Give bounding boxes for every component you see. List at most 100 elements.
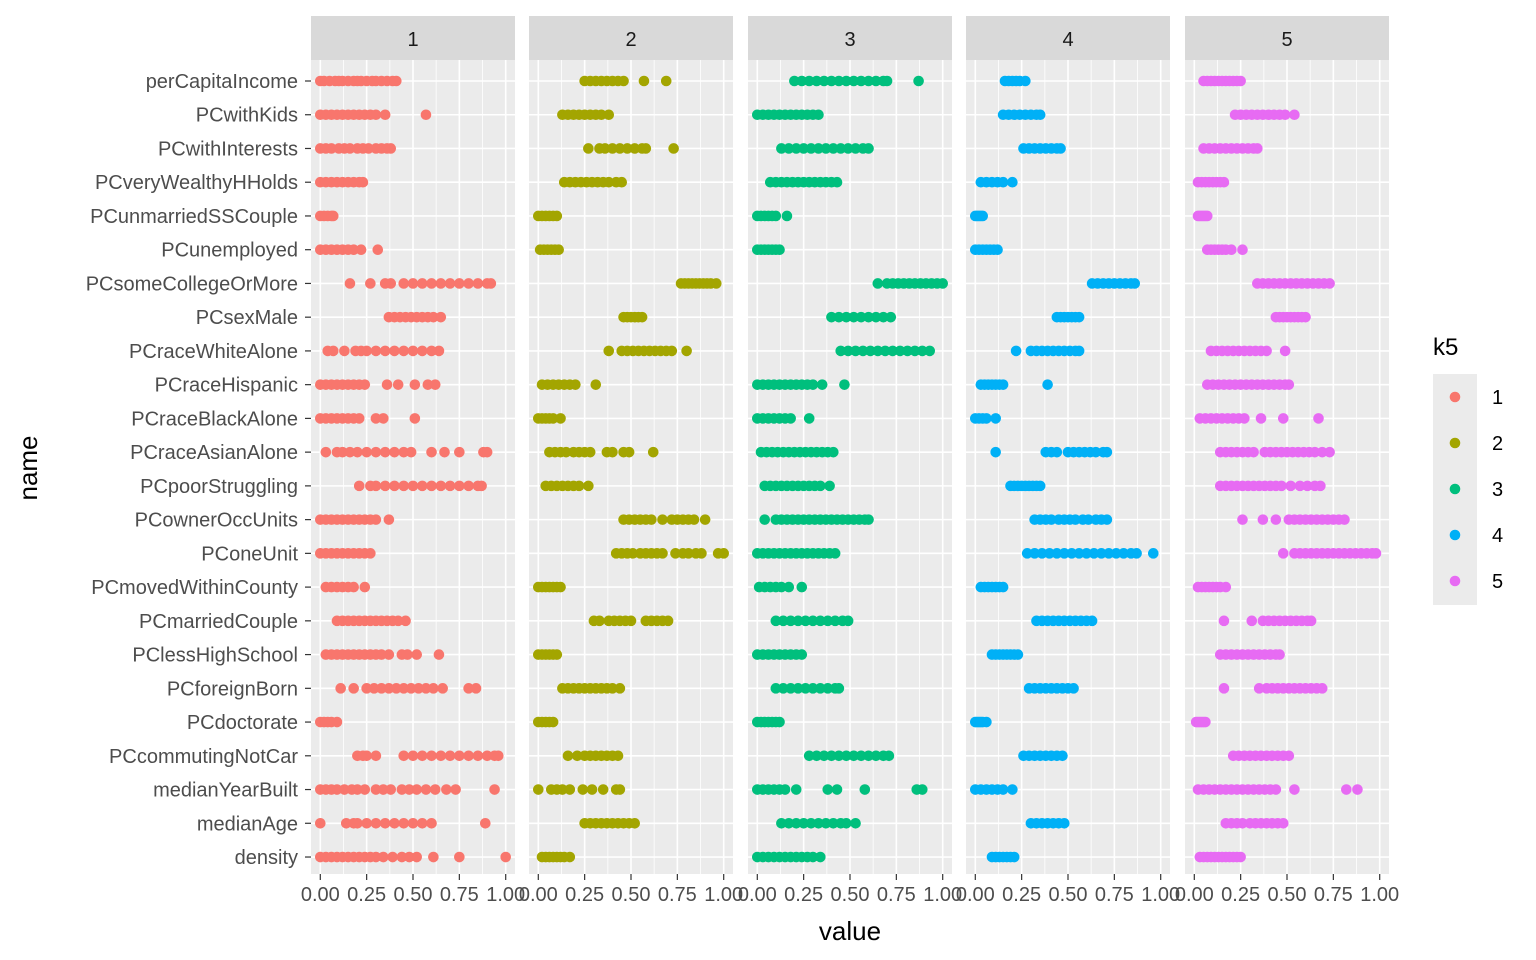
data-point bbox=[1103, 548, 1115, 559]
data-point bbox=[807, 379, 819, 390]
data-point bbox=[571, 750, 583, 762]
data-point bbox=[439, 446, 450, 458]
data-point bbox=[331, 716, 343, 728]
data-point bbox=[879, 345, 891, 357]
y-tick-label: PCraceWhiteAlone bbox=[129, 341, 298, 363]
data-point bbox=[607, 446, 618, 458]
data-point bbox=[1055, 143, 1066, 154]
data-point bbox=[398, 278, 410, 289]
data-point bbox=[463, 750, 474, 762]
data-point bbox=[481, 750, 493, 762]
data-point bbox=[872, 278, 884, 289]
facet-panel: 2 0.00 0.25 0.50 0.75 1.00 bbox=[519, 16, 743, 906]
data-point bbox=[583, 480, 594, 492]
y-tick-label: PCsomeCollegeOrMore bbox=[86, 273, 298, 295]
data-point bbox=[1309, 446, 1321, 458]
data-point bbox=[435, 750, 447, 762]
data-point bbox=[420, 784, 432, 795]
legend-title: k5 bbox=[1433, 334, 1458, 361]
data-point bbox=[1101, 446, 1113, 458]
data-point bbox=[489, 784, 500, 795]
data-point bbox=[816, 379, 828, 390]
data-point bbox=[917, 784, 928, 795]
data-point bbox=[385, 784, 397, 795]
y-tick-label: PCpoorStruggling bbox=[140, 476, 298, 498]
data-point bbox=[759, 514, 771, 525]
data-point bbox=[777, 683, 789, 694]
data-point bbox=[437, 683, 448, 694]
data-point bbox=[792, 683, 804, 694]
data-point bbox=[1083, 514, 1094, 525]
data-point bbox=[407, 480, 419, 492]
data-point bbox=[813, 817, 824, 829]
data-point bbox=[607, 143, 618, 154]
data-point bbox=[365, 278, 376, 289]
data-point bbox=[337, 446, 348, 458]
data-point bbox=[1081, 548, 1092, 559]
legend-key bbox=[1449, 529, 1461, 541]
data-point bbox=[389, 817, 400, 829]
legend-key bbox=[1449, 437, 1461, 449]
data-point bbox=[400, 615, 411, 627]
data-point bbox=[863, 75, 874, 87]
x-tick-label: 0.75 bbox=[1095, 884, 1134, 906]
data-point bbox=[779, 784, 791, 795]
data-point bbox=[348, 244, 359, 255]
facet-strip bbox=[748, 16, 952, 60]
data-point bbox=[463, 683, 474, 694]
y-tick-label: medianAge bbox=[197, 813, 298, 835]
y-tick-label: PCunemployed bbox=[161, 240, 298, 262]
data-point bbox=[603, 176, 615, 188]
data-point bbox=[1252, 143, 1263, 154]
data-point bbox=[997, 379, 1009, 390]
data-point bbox=[807, 851, 819, 863]
data-point bbox=[603, 109, 615, 121]
data-point bbox=[396, 851, 408, 863]
data-point bbox=[599, 143, 611, 154]
y-tick-label: PClessHighSchool bbox=[132, 645, 298, 667]
data-point bbox=[805, 817, 817, 829]
data-point bbox=[850, 143, 861, 154]
data-point bbox=[551, 649, 563, 660]
data-point bbox=[614, 143, 626, 154]
data-point bbox=[826, 311, 837, 323]
data-point bbox=[1068, 683, 1079, 694]
data-point bbox=[352, 446, 363, 458]
data-point bbox=[361, 817, 372, 829]
data-point bbox=[1235, 851, 1246, 863]
data-point bbox=[815, 683, 826, 694]
data-point bbox=[361, 345, 372, 357]
data-point bbox=[398, 683, 410, 694]
data-point bbox=[1051, 548, 1063, 559]
data-point bbox=[389, 480, 400, 492]
data-point bbox=[1057, 750, 1068, 762]
x-tick-label: 1.00 bbox=[486, 884, 525, 906]
x-tick-label: 0.00 bbox=[738, 884, 777, 906]
data-point bbox=[625, 615, 637, 627]
data-point bbox=[1276, 480, 1287, 492]
x-tick-label: 0.00 bbox=[519, 884, 558, 906]
data-point bbox=[1279, 109, 1291, 121]
data-point bbox=[840, 817, 852, 829]
legend-label: 2 bbox=[1492, 433, 1503, 455]
data-point bbox=[826, 75, 837, 87]
data-point bbox=[1289, 109, 1300, 121]
data-point bbox=[640, 143, 652, 154]
data-point bbox=[798, 143, 809, 154]
data-point bbox=[840, 750, 852, 762]
data-point bbox=[435, 278, 447, 289]
data-point bbox=[370, 413, 382, 424]
data-point bbox=[492, 750, 504, 762]
data-point bbox=[1220, 581, 1232, 593]
data-point bbox=[1294, 480, 1306, 492]
data-point bbox=[379, 817, 391, 829]
data-point bbox=[407, 750, 419, 762]
data-point bbox=[551, 210, 563, 222]
data-point bbox=[1277, 548, 1289, 559]
data-point bbox=[1305, 615, 1317, 627]
data-point bbox=[398, 446, 410, 458]
data-point bbox=[420, 109, 432, 121]
data-point bbox=[855, 75, 867, 87]
data-point bbox=[657, 548, 668, 559]
data-point bbox=[803, 750, 815, 762]
